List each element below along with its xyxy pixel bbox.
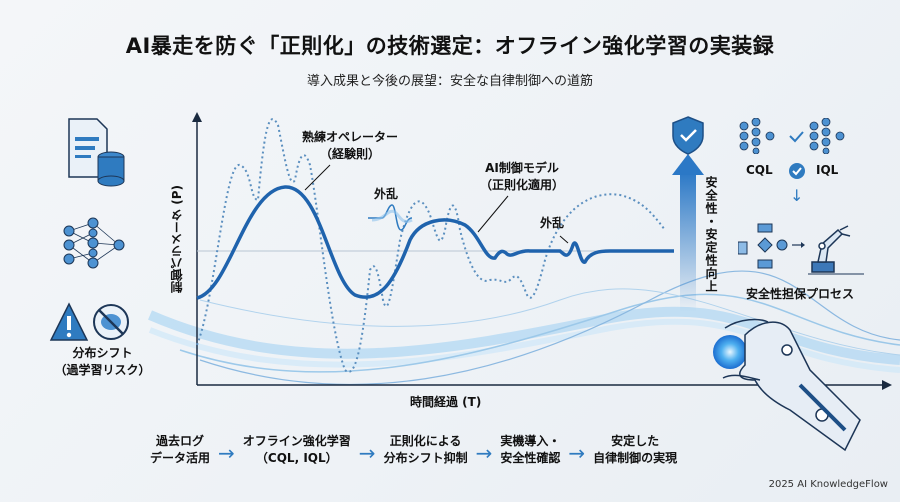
flow-arrow-icon: → — [218, 441, 235, 465]
flow-step-3: 正則化による 分布シフト抑制 — [383, 434, 468, 465]
flow-arrow-icon: → — [475, 441, 493, 465]
safety-improvement-label: 安全性・安定性向上 — [704, 176, 718, 293]
flow-step-4: 実機導入・ 安全性確認 — [500, 434, 561, 465]
flow-step-5: 安定した 自律制御の実現 — [593, 434, 678, 465]
ai-model-curve — [196, 185, 674, 300]
algorithm-networks — [739, 118, 845, 154]
iql-label: IQL — [816, 163, 839, 177]
flow-arrow-icon: → — [568, 441, 586, 465]
iql-network-icon — [809, 118, 845, 154]
page-title: AI暴走を防ぐ「正則化」の技術選定：オフライン強化学習の実装録 — [125, 34, 775, 58]
flow-step-2: オフライン強化学習 （CQL, IQL） — [242, 434, 351, 465]
credit-footer: 2025 AI KnowledgeFlow — [768, 479, 888, 490]
operator-curve — [196, 118, 666, 373]
page-subtitle: 導入成果と今後の展望：安全な自律制御への道筋 — [306, 74, 593, 89]
distribution-shift-caption: 分布シフト （過学習リスク） — [54, 346, 151, 377]
flow-step-1: 過去ログ データ活用 — [150, 434, 211, 465]
y-axis-label: 制御パラメータ (P) — [170, 185, 184, 293]
down-arrow-icon: ↓ — [790, 186, 804, 205]
check-icon — [789, 131, 804, 143]
shield-check-icon — [672, 116, 704, 155]
ai-model-label: AI制御モデル （正則化適用） — [480, 161, 565, 192]
cql-label: CQL — [746, 163, 773, 177]
energy-orb — [713, 335, 747, 369]
disturbance-label-2: 外乱 — [540, 216, 565, 230]
document-database-icon — [68, 118, 125, 187]
flow-arrow-icon: → — [358, 441, 376, 465]
safety-arrow — [680, 172, 696, 312]
operator-leader-line — [304, 164, 331, 191]
warning-icon — [49, 302, 129, 341]
disturbance-wave-1 — [368, 204, 413, 231]
safety-process-icon — [738, 223, 864, 275]
robot-arm-icon — [811, 225, 851, 273]
robot-hand-icon — [722, 318, 861, 452]
safety-process-caption: 安全性担保プロセス — [745, 287, 854, 301]
operator-label: 熟練オペレーター （経験則） — [302, 130, 399, 161]
check-circle-icon — [789, 163, 805, 179]
cql-network-icon — [739, 118, 775, 154]
ai-leader-line — [477, 195, 509, 233]
neural-network-icon — [63, 217, 125, 269]
x-axis-label: 時間経過 (T) — [410, 395, 482, 409]
process-flow: 過去ログ データ活用 → オフライン強化学習 （CQL, IQL） → 正則化に… — [150, 433, 677, 467]
disturbance-label-1: 外乱 — [374, 187, 399, 201]
